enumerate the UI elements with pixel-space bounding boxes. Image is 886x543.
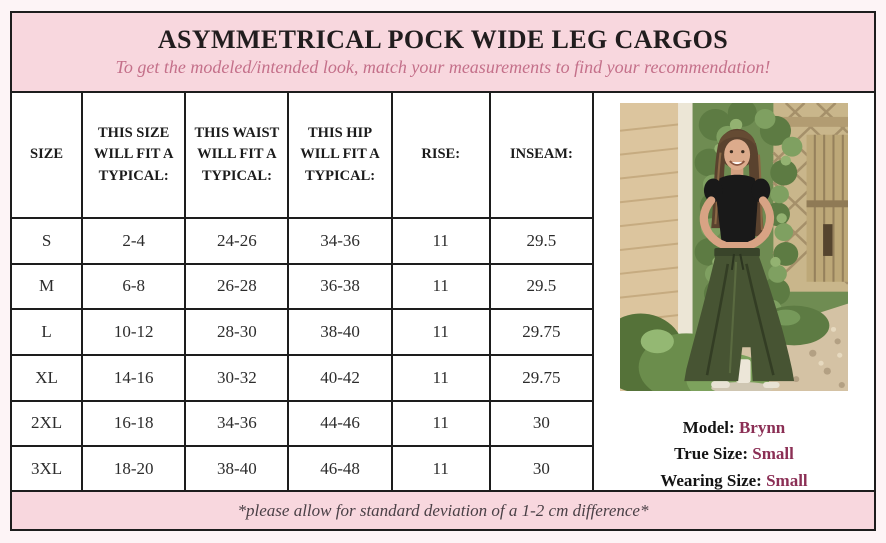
cell-inseam: 29.75 [488, 353, 595, 402]
model-figure [684, 128, 795, 389]
size-row-l: L 10-12 28-30 38-40 11 29.75 [12, 308, 595, 356]
column-header-size: SIZE [12, 93, 84, 219]
header-band: ASYMMETRICAL POCK WIDE LEG CARGOS To get… [12, 13, 874, 93]
cell-inseam: 29.75 [488, 308, 595, 356]
size-row-2xl: 2XL 16-18 34-36 44-46 11 30 [12, 399, 595, 448]
column-header-inseam: INSEAM: [488, 93, 595, 219]
column-header-waist: THIS WAIST WILL FIT A TYPICAL: [184, 93, 290, 219]
cell-hip: 46-48 [287, 445, 393, 490]
cell-inseam: 29.5 [488, 262, 595, 311]
model-label: Model: [682, 418, 735, 437]
page-title: ASYMMETRICAL POCK WIDE LEG CARGOS [157, 25, 729, 55]
main-area: SIZE THIS SIZE WILL FIT A TYPICAL: THIS … [12, 93, 874, 490]
cell-size: 2XL [12, 399, 84, 448]
model-name-line: Model: Brynn [660, 415, 807, 441]
cell-rise: 11 [390, 308, 491, 356]
page-frame: ASYMMETRICAL POCK WIDE LEG CARGOS To get… [10, 11, 876, 531]
table-header-row: SIZE THIS SIZE WILL FIT A TYPICAL: THIS … [12, 93, 595, 219]
cell-size: S [12, 217, 84, 265]
cell-inseam: 29.5 [488, 217, 595, 265]
cell-hip: 38-40 [287, 308, 393, 356]
footer-band: *please allow for standard deviation of … [12, 490, 874, 529]
cell-rise: 11 [390, 445, 491, 490]
cell-waist: 28-30 [184, 308, 290, 356]
cell-size: L [12, 308, 84, 356]
cell-inseam: 30 [488, 399, 595, 448]
column-header-rise: RISE: [390, 93, 491, 219]
cell-rise: 11 [390, 399, 491, 448]
cell-hip: 34-36 [287, 217, 393, 265]
cell-rise: 11 [390, 217, 491, 265]
cell-hip: 40-42 [287, 353, 393, 402]
footnote: *please allow for standard deviation of … [237, 500, 649, 520]
cell-size: 3XL [12, 445, 84, 490]
size-row-m: M 6-8 26-28 36-38 11 29.5 [12, 262, 595, 311]
model-photo [620, 103, 848, 391]
cell-waist: 30-32 [184, 353, 290, 402]
cell-dress-size: 18-20 [81, 445, 187, 490]
cell-waist: 24-26 [184, 217, 290, 265]
cell-rise: 11 [390, 262, 491, 311]
true-size-value: Small [752, 444, 794, 464]
cell-rise: 11 [390, 353, 491, 402]
cell-dress-size: 10-12 [81, 308, 187, 356]
size-row-s: S 2-4 24-26 34-36 11 29.5 [12, 217, 595, 265]
true-size-label: True Size: [674, 444, 748, 464]
cell-dress-size: 6-8 [81, 262, 187, 311]
size-row-xl: XL 14-16 30-32 40-42 11 29.75 [12, 353, 595, 402]
model-info: Model: Brynn True Size: Small Wearing Si… [660, 415, 807, 490]
cell-size: XL [12, 353, 84, 402]
true-size-line: True Size: Small [660, 441, 807, 467]
cell-waist: 38-40 [184, 445, 290, 490]
column-header-dress-size: THIS SIZE WILL FIT A TYPICAL: [81, 93, 187, 219]
cell-inseam: 30 [488, 445, 595, 490]
wearing-size-value: Small [766, 470, 808, 490]
cell-waist: 34-36 [184, 399, 290, 448]
wearing-size-label: Wearing Size: [660, 470, 762, 490]
model-name-value: Brynn [738, 418, 786, 437]
model-panel: Model: Brynn True Size: Small Wearing Si… [594, 93, 874, 490]
page-subtitle: To get the modeled/intended look, match … [115, 56, 771, 77]
cell-hip: 44-46 [287, 399, 393, 448]
cell-dress-size: 2-4 [81, 217, 187, 265]
cell-hip: 36-38 [287, 262, 393, 311]
size-row-3xl: 3XL 18-20 38-40 46-48 11 30 [12, 445, 595, 490]
cell-dress-size: 14-16 [81, 353, 187, 402]
cell-size: M [12, 262, 84, 311]
cell-waist: 26-28 [184, 262, 290, 311]
cell-dress-size: 16-18 [81, 399, 187, 448]
wearing-size-line: Wearing Size: Small [660, 468, 807, 490]
size-chart-table: SIZE THIS SIZE WILL FIT A TYPICAL: THIS … [12, 93, 595, 490]
column-header-hip: THIS HIP WILL FIT A TYPICAL: [287, 93, 393, 219]
